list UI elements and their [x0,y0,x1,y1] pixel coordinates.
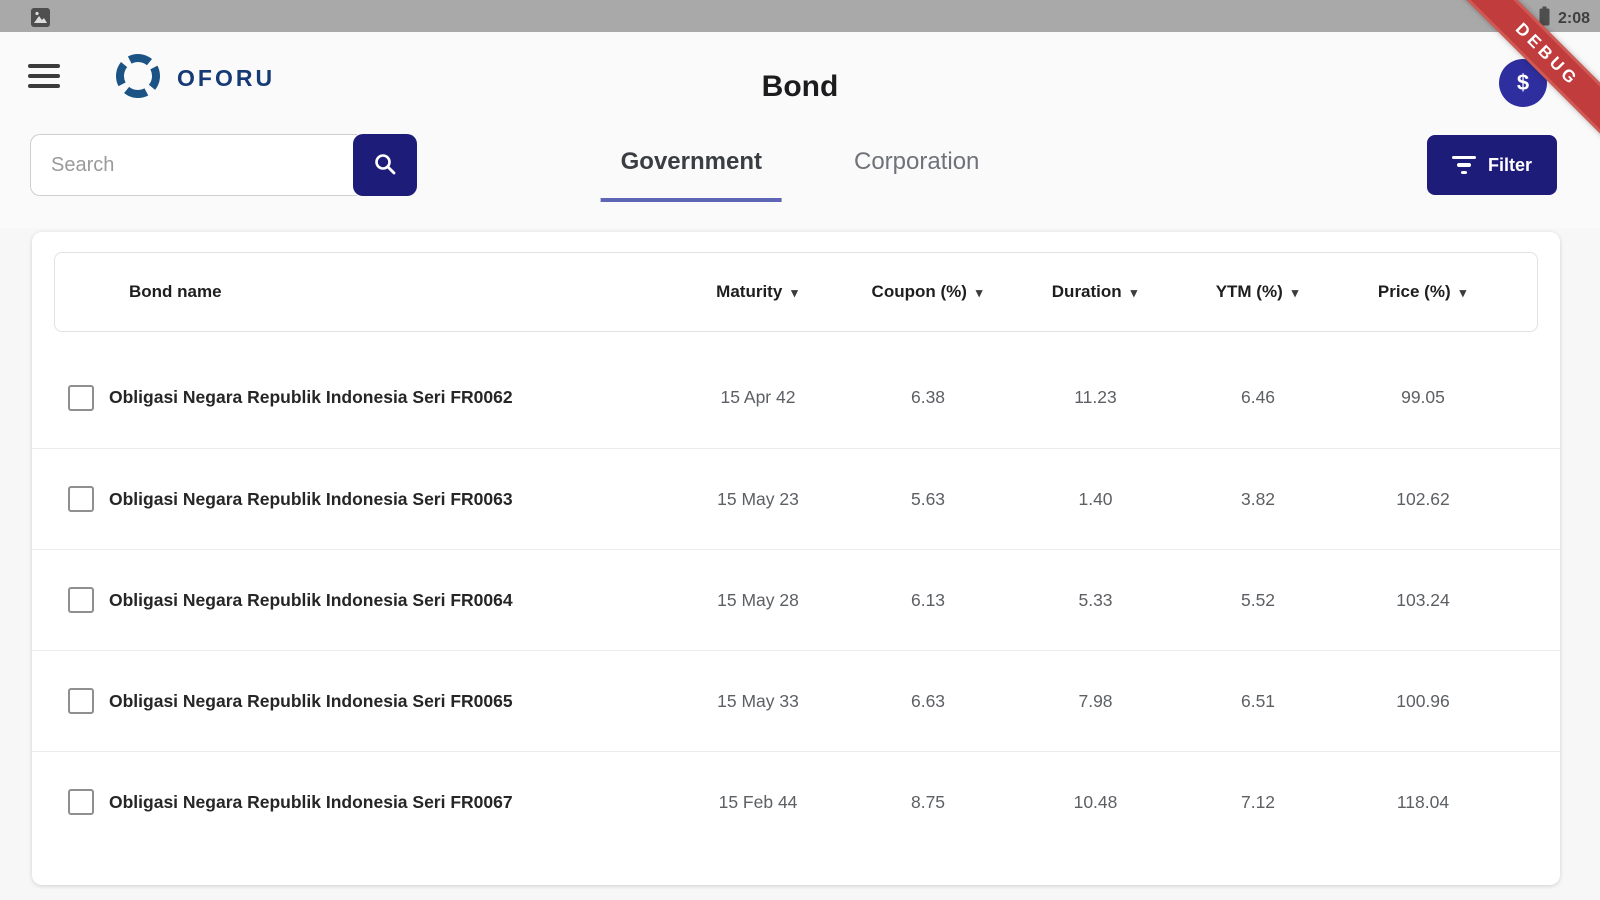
bond-name: Obligasi Negara Republik Indonesia Seri … [109,690,513,711]
duration-value: 7.98 [1078,690,1113,711]
bond-name: Obligasi Negara Republik Indonesia Seri … [109,791,513,812]
coupon-value: 5.63 [910,488,946,509]
price-value: 102.62 [1396,488,1450,509]
tab-government[interactable]: Government [600,142,782,202]
chevron-down-icon[interactable]: ▾ [791,284,798,300]
maturity-value: 15 Apr 42 [720,387,796,407]
bond-name: Obligasi Negara Republik Indonesia Seri … [109,589,513,610]
header-duration[interactable]: Duration ▾ [1051,282,1138,301]
price-value: 103.24 [1396,589,1450,610]
row-checkbox[interactable] [68,789,94,815]
filter-button-label: Filter [1487,154,1532,175]
menu-icon[interactable] [28,64,60,88]
status-bar: 2:08 [0,0,1600,32]
bond-name-cell: Obligasi Negara Republik Indonesia Seri … [32,486,673,512]
ytm-value: 6.46 [1240,387,1276,407]
tab-bar: Government Corporation [600,142,1000,202]
bond-name-cell: Obligasi Negara Republik Indonesia Seri … [32,789,673,815]
bond-name: Obligasi Negara Republik Indonesia Seri … [109,387,513,407]
search-group [30,134,417,196]
ytm-value: 7.12 [1240,791,1276,812]
table-header-row: Bond name Maturity ▾ Coupon (%) ▾ Durati… [54,252,1538,332]
search-icon [372,151,398,180]
chevron-down-icon[interactable]: ▾ [1130,284,1138,300]
row-checkbox[interactable] [68,384,94,411]
ytm-value: 6.51 [1240,690,1276,711]
maturity-value: 15 May 28 [717,589,799,610]
bond-name-cell: Obligasi Negara Republik Indonesia Seri … [32,384,673,411]
duration-value: 11.23 [1074,387,1117,407]
page-title: Bond [761,70,839,103]
battery-icon [1539,6,1550,31]
screenshot-icon [30,7,51,33]
row-checkbox[interactable] [68,587,94,613]
table-row[interactable]: Obligasi Negara Republik Indonesia Seri … [32,549,1560,650]
price-value: 118.04 [1396,791,1450,812]
duration-value: 5.33 [1078,589,1113,610]
table-rows: Obligasi Negara Republik Indonesia Seri … [32,347,1560,852]
duration-value: 10.48 [1073,791,1118,812]
bond-table-card: Bond name Maturity ▾ Coupon (%) ▾ Durati… [32,232,1560,885]
header-ytm[interactable]: YTM (%) ▾ [1215,282,1299,301]
bond-name: Obligasi Negara Republik Indonesia Seri … [109,488,513,509]
coupon-value: 6.13 [910,589,946,610]
logo-ring-icon [112,50,164,107]
table-row[interactable]: Obligasi Negara Republik Indonesia Seri … [32,751,1560,852]
ytm-value: 5.52 [1240,589,1276,610]
coupon-value: 6.63 [910,690,946,711]
header-maturity[interactable]: Maturity ▾ [716,282,798,301]
coupon-value: 6.38 [910,387,946,407]
table-row[interactable]: Obligasi Negara Republik Indonesia Seri … [32,448,1560,549]
header-price[interactable]: Price (%) ▾ [1377,282,1467,301]
search-input[interactable] [30,134,357,196]
chevron-down-icon[interactable]: ▾ [1459,284,1467,300]
coupon-value: 8.75 [910,791,946,812]
brand-name: OFORU [177,65,276,91]
bond-name-cell: Obligasi Negara Republik Indonesia Seri … [32,688,673,714]
price-value: 99.05 [1401,387,1445,407]
maturity-value: 15 May 33 [717,690,799,711]
chevron-down-icon[interactable]: ▾ [1291,284,1299,300]
header-coupon[interactable]: Coupon (%) ▾ [871,282,983,301]
search-button[interactable] [353,134,417,196]
duration-value: 1.40 [1078,488,1113,509]
chevron-down-icon[interactable]: ▾ [975,284,983,300]
filter-icon [1451,155,1476,175]
filter-button[interactable]: Filter [1427,135,1557,195]
maturity-value: 15 May 23 [717,488,799,509]
app-bar: OFORU Bond $ [0,32,1600,118]
ytm-value: 3.82 [1240,488,1276,509]
brand-logo[interactable]: OFORU [112,50,275,107]
header-bond-name: Bond name [129,282,222,301]
tab-corporation[interactable]: Corporation [853,148,980,175]
row-checkbox[interactable] [68,688,94,714]
maturity-value: 15 Feb 44 [718,791,798,812]
status-time: 2:08 [1557,9,1590,27]
dollar-icon: $ [1516,70,1530,95]
bond-name-cell: Obligasi Negara Republik Indonesia Seri … [32,587,673,613]
table-row[interactable]: Obligasi Negara Republik Indonesia Seri … [32,650,1560,751]
toolbar: Government Corporation Filter [0,118,1600,228]
row-checkbox[interactable] [68,486,94,512]
price-value: 100.96 [1396,690,1450,711]
table-row[interactable]: Obligasi Negara Republik Indonesia Seri … [32,347,1560,448]
